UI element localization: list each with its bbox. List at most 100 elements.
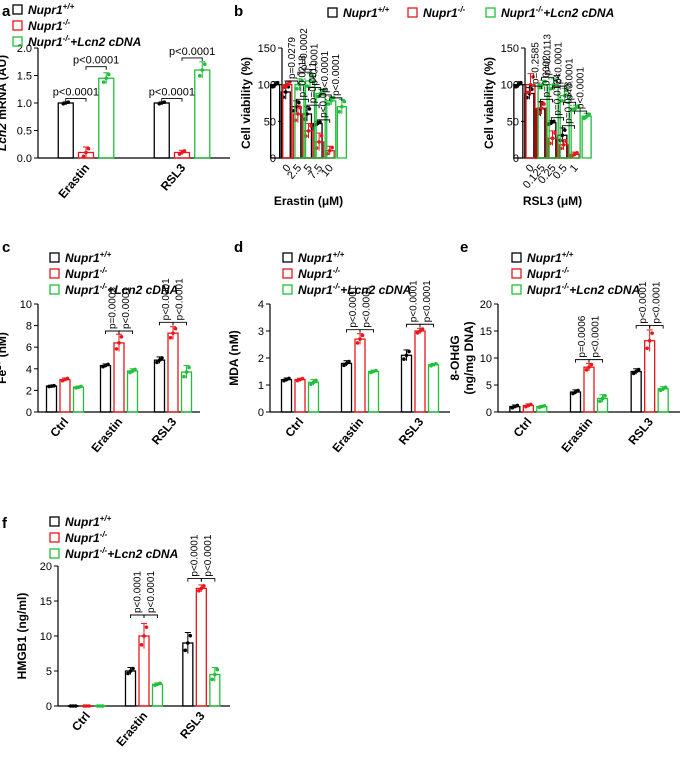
x-axis-label: Erastin (μM) xyxy=(274,194,343,208)
significance-bracket xyxy=(574,110,588,115)
bar xyxy=(113,342,125,413)
p-value-label: p=0.0002 xyxy=(299,28,310,70)
legend-entry: Nupr1-/- xyxy=(28,18,71,33)
significance-bracket xyxy=(539,98,553,103)
p-value-label: p<0.0001 xyxy=(331,53,342,95)
legend-entry: Nupr1-/- xyxy=(65,266,108,281)
x-tick-label: Ctrl xyxy=(511,415,535,440)
data-point xyxy=(420,327,425,331)
significance-bracket xyxy=(200,578,216,582)
legend-entry: Nupr1+/+ xyxy=(28,2,75,17)
x-axis-label: RSL3 (μM) xyxy=(523,194,582,208)
data-point xyxy=(295,86,299,91)
bar xyxy=(194,69,211,159)
legend-entry: Nupr1-/- xyxy=(527,266,570,281)
data-point xyxy=(542,102,546,106)
y-tick-label: 15 xyxy=(480,326,492,338)
bar xyxy=(167,332,179,413)
p-value-label: p<0.01 xyxy=(319,87,330,118)
p-value-label: p<0.0001 xyxy=(175,278,186,320)
data-point xyxy=(528,82,533,87)
data-point xyxy=(330,145,335,150)
data-point xyxy=(589,362,594,367)
y-tick-label: 15 xyxy=(40,596,52,608)
data-point xyxy=(321,88,325,93)
p-value-label: p=0.0113 xyxy=(543,34,554,76)
y-tick-label: 20 xyxy=(40,561,52,573)
data-point xyxy=(202,62,207,67)
data-point xyxy=(582,116,586,121)
significance-bracket xyxy=(575,359,590,363)
data-point xyxy=(128,669,133,673)
legend-swatch xyxy=(49,516,60,527)
p-value-label: p<0.0001 xyxy=(161,278,172,320)
data-point xyxy=(317,140,321,144)
legend-entry: Nupr1+/+ xyxy=(298,250,345,265)
data-point xyxy=(563,128,567,132)
data-point xyxy=(184,370,189,374)
p-value-label: p<0.0001 xyxy=(422,280,433,322)
p-value-label: p<0.0001 xyxy=(408,280,419,322)
data-point xyxy=(575,150,579,155)
bar xyxy=(98,77,115,159)
data-point xyxy=(311,380,316,385)
data-point xyxy=(197,73,202,78)
x-tick-label: RSL3 xyxy=(626,415,657,448)
legend-swatch xyxy=(511,284,522,295)
data-point xyxy=(663,385,668,390)
data-point xyxy=(560,99,564,103)
y-axis-label: Fe2+ (nM) xyxy=(0,332,9,384)
data-point xyxy=(650,331,654,335)
legend-entry: Nupr1+/+ xyxy=(527,250,574,265)
legend-swatch xyxy=(282,252,293,263)
p-value-label: p<0.0001 xyxy=(310,43,321,85)
significance-bracket xyxy=(317,119,331,123)
x-tick-label: RSL3 xyxy=(149,415,180,448)
data-point xyxy=(308,79,312,83)
x-tick-label: 10 xyxy=(319,162,336,179)
data-point xyxy=(188,633,193,638)
y-tick-label: 4 xyxy=(258,299,264,311)
data-point xyxy=(139,643,144,647)
data-point xyxy=(168,335,173,340)
y-axis-label: HMGB1 (ng/ml) xyxy=(15,593,29,680)
data-point xyxy=(283,85,287,90)
y-tick-label: 1 xyxy=(258,380,264,392)
significance-bracket xyxy=(161,98,183,102)
y-tick-label: 6 xyxy=(26,342,32,354)
significance-bracket xyxy=(308,87,322,91)
data-point xyxy=(158,681,162,686)
data-point xyxy=(297,82,302,87)
p-value-label: p<0.0001 xyxy=(146,571,157,613)
p-value-label: p<0.0001 xyxy=(121,287,132,329)
data-point xyxy=(539,106,544,110)
bar xyxy=(630,370,642,413)
p-value-label: p<0.0001 xyxy=(362,285,373,327)
legend-entry: Nupr1-/-+Lcn2 cDNA xyxy=(65,282,178,297)
data-point xyxy=(300,78,304,83)
legend-swatch xyxy=(282,268,293,279)
p-value-label: p=0.0378 xyxy=(563,81,574,123)
data-point xyxy=(210,677,215,682)
significance-bracket xyxy=(306,104,320,109)
legend-entry: Nupr1+/+ xyxy=(65,250,112,265)
legend-swatch xyxy=(511,252,522,263)
significance-bracket xyxy=(85,66,107,70)
data-point xyxy=(587,365,591,369)
p-value-label: p<0.0001 xyxy=(149,87,195,99)
bar xyxy=(72,386,85,413)
bar xyxy=(414,330,426,413)
data-point xyxy=(126,671,130,676)
data-point xyxy=(199,586,204,591)
significance-bracket xyxy=(346,329,361,333)
significance-bracket xyxy=(406,323,421,328)
data-point xyxy=(565,88,569,93)
data-point xyxy=(79,384,83,389)
legend-entry: Nupr1+/+ xyxy=(343,5,390,20)
significance-bracket xyxy=(550,117,564,121)
data-point xyxy=(213,672,217,677)
